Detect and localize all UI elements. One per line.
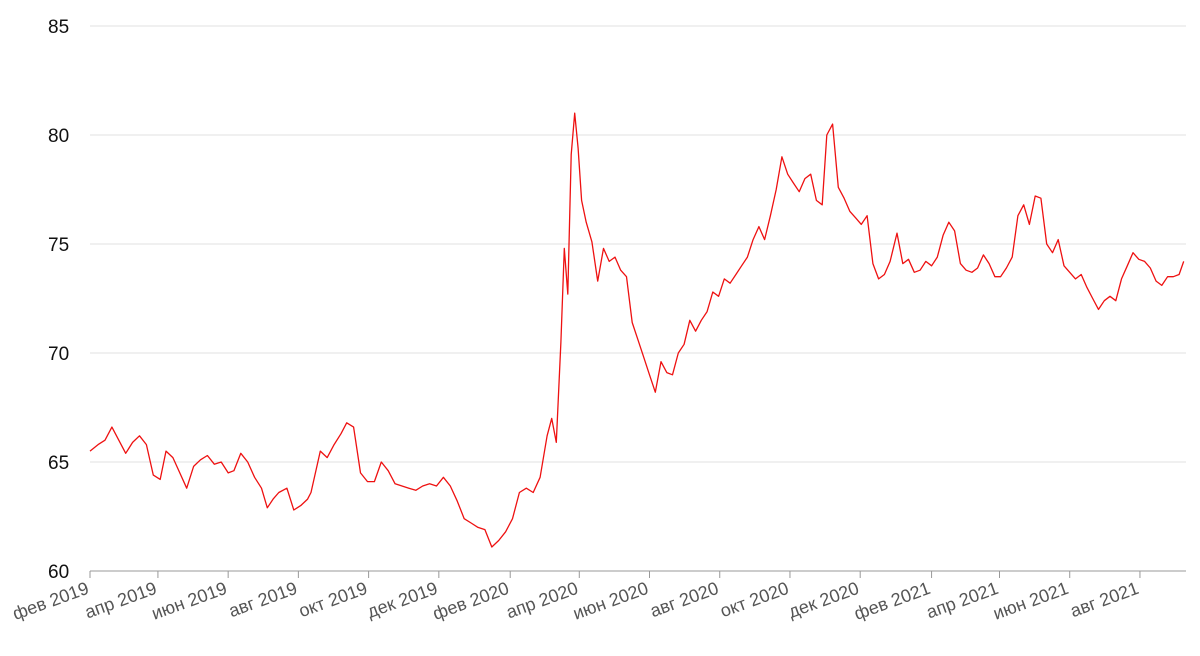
x-tick-label: дек 2020 <box>786 578 862 622</box>
x-tick-label: фев 2019 <box>10 578 91 624</box>
x-tick-label: июн 2019 <box>149 578 230 624</box>
x-tick-label: июн 2020 <box>570 578 651 624</box>
x-tick-label: июн 2021 <box>990 578 1071 624</box>
y-tick-label: 80 <box>48 126 69 147</box>
x-tick-label: фев 2020 <box>430 578 511 624</box>
x-tick-label: окт 2020 <box>717 578 791 621</box>
x-tick-label: авг 2021 <box>1068 578 1142 621</box>
x-tick-label: апр 2019 <box>82 578 159 622</box>
y-tick-label: 70 <box>48 344 69 365</box>
x-tick-label: окт 2019 <box>296 578 370 621</box>
series-layer <box>89 112 1185 548</box>
y-tick-label: 65 <box>48 453 69 474</box>
x-tick-label: дек 2019 <box>364 578 440 622</box>
series-line <box>89 112 1185 548</box>
x-tick-label: авг 2019 <box>226 578 300 621</box>
y-tick-label: 85 <box>48 17 69 38</box>
grid-lines <box>90 25 1186 463</box>
x-tick-label: апр 2021 <box>924 578 1001 622</box>
y-axis-tick-labels: 60 65 70 75 80 85 <box>48 17 69 583</box>
x-tick-label: фев 2021 <box>851 578 932 624</box>
x-tick-label: авг 2020 <box>647 578 721 621</box>
x-axis <box>89 570 1186 578</box>
y-tick-label: 75 <box>48 235 69 256</box>
y-tick-label: 60 <box>48 562 69 583</box>
x-tick-label: апр 2020 <box>504 578 581 622</box>
